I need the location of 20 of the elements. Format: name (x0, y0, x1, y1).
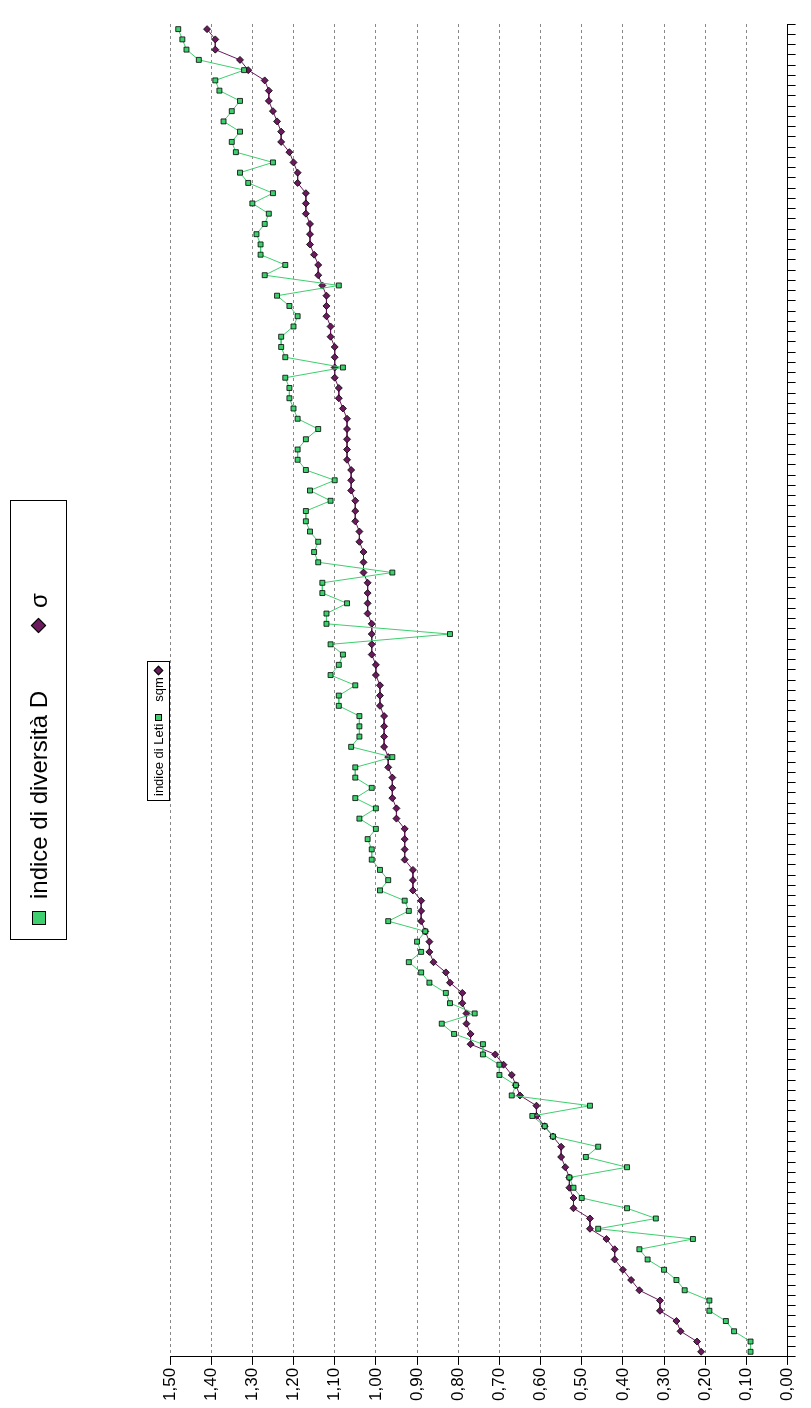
x-tick-label: 1,30 (242, 1367, 262, 1402)
x-tick-label: 1,10 (324, 1367, 344, 1402)
x-tick-label: 0,10 (736, 1367, 756, 1402)
x-tick-label: 0,70 (489, 1367, 509, 1402)
text: σ (24, 593, 53, 608)
x-tick-label: 1,00 (365, 1367, 385, 1402)
legend-label: sqm (151, 677, 166, 702)
text: indice di diversità D (24, 690, 53, 899)
x-tick-label: 0,40 (612, 1367, 632, 1402)
x-tick-label: 0,60 (530, 1367, 550, 1402)
x-tick-label: 1,40 (200, 1367, 220, 1402)
x-tick-label: 0,80 (447, 1367, 467, 1402)
legend-label: indice di Leti (151, 723, 166, 796)
x-tick-label: 0,20 (694, 1367, 714, 1402)
x-tick-label: 1,20 (283, 1367, 303, 1402)
x-tick-label: 1,50 (159, 1367, 179, 1402)
x-tick-label: 0,90 (406, 1367, 426, 1402)
x-tick-label: 0,50 (571, 1367, 591, 1402)
x-tick-label: 0,30 (653, 1367, 673, 1402)
x-tick-label: 0,00 (777, 1367, 797, 1402)
